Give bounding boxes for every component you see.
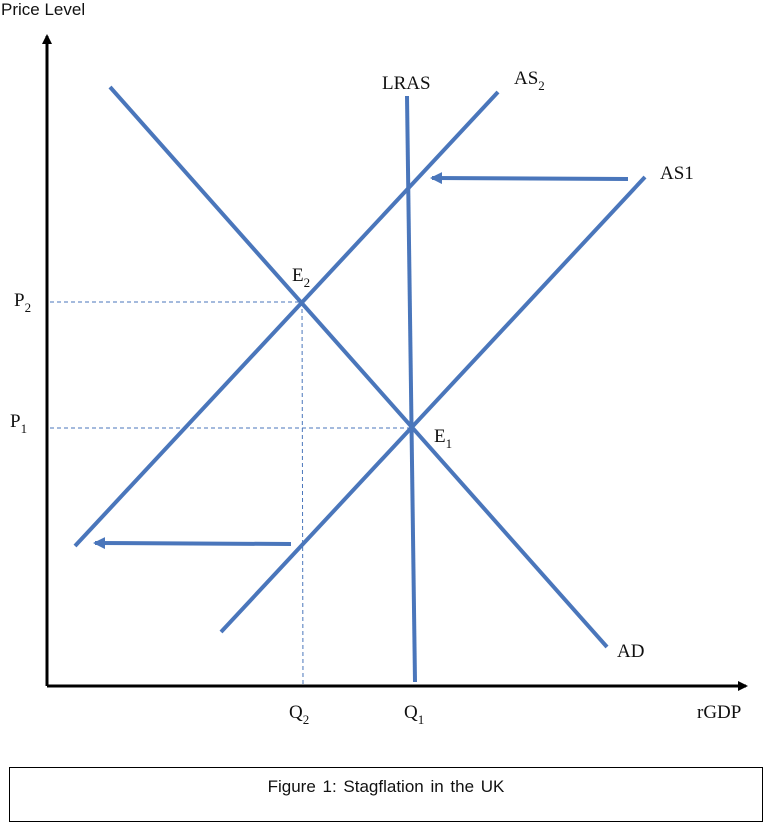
as2-label: AS2 (514, 68, 545, 93)
lras-label: LRAS (382, 73, 431, 94)
as1-curve (219, 175, 647, 634)
lras-curve (405, 95, 417, 683)
p2-label: P2 (14, 290, 31, 315)
lower-shift-arrow (93, 537, 292, 550)
figure-caption: Figure 1: Stagflation in the UK (9, 767, 763, 822)
ad-label: AD (617, 641, 644, 662)
upper-shift-arrow (430, 172, 629, 185)
x-axis-label: rGDP (697, 702, 741, 723)
q1-label: Q1 (404, 702, 424, 727)
ad-curve (108, 85, 609, 649)
stagflation-diagram: Price Level rGDP LRAS AS2 AS1 AD E2 E1 P… (1, 0, 748, 727)
p1-label: P1 (10, 411, 27, 436)
e1-label: E1 (434, 426, 452, 451)
q2-guide-line (301, 301, 304, 685)
as1-label: AS1 (660, 163, 694, 184)
y-axis-label: Price Level (1, 0, 85, 19)
e2-label: E2 (292, 265, 310, 290)
q2-label: Q2 (289, 702, 309, 727)
as2-curve (73, 90, 500, 548)
